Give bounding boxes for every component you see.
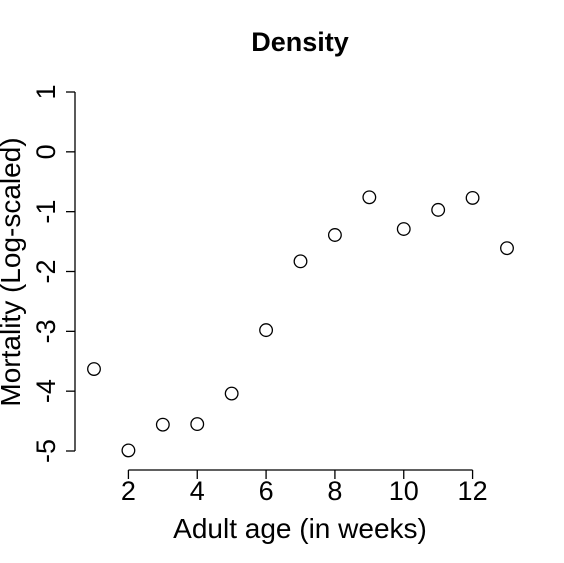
data-point <box>327 228 342 242</box>
y-tick-label: -3 <box>31 319 61 343</box>
y-tick-label: 1 <box>31 84 61 99</box>
y-tick-label: -5 <box>31 439 61 463</box>
x-tick-label: 8 <box>327 476 342 506</box>
y-axis-label: Mortality (Log-scaled) <box>0 137 26 406</box>
data-point <box>465 190 480 205</box>
x-tick-label: 4 <box>190 476 205 506</box>
data-point <box>155 417 170 432</box>
data-point <box>190 417 205 432</box>
data-point <box>259 323 274 338</box>
chart-title: Density <box>251 27 349 57</box>
x-axis-ticks: 2 4 6 8 10 12 <box>121 470 488 506</box>
data-point <box>293 254 308 269</box>
data-point <box>224 386 239 401</box>
x-axis-label: Adult age (in weeks) <box>173 513 427 544</box>
y-tick-label: -1 <box>31 200 61 224</box>
data-point <box>431 202 446 217</box>
data-points <box>87 190 514 458</box>
data-point <box>87 362 101 376</box>
x-tick-label: 10 <box>389 476 419 506</box>
data-point <box>500 241 514 256</box>
y-tick-label: 0 <box>31 144 61 159</box>
y-axis-ticks: -5 -4 -3 -2 -1 0 1 <box>31 84 75 463</box>
y-tick-label: -4 <box>31 379 61 403</box>
x-tick-label: 12 <box>458 476 488 506</box>
x-tick-label: 2 <box>121 476 136 506</box>
x-tick-label: 6 <box>259 476 274 506</box>
data-point <box>121 443 136 458</box>
data-point <box>362 190 377 205</box>
y-tick-label: -2 <box>31 259 61 283</box>
data-point <box>396 222 411 236</box>
